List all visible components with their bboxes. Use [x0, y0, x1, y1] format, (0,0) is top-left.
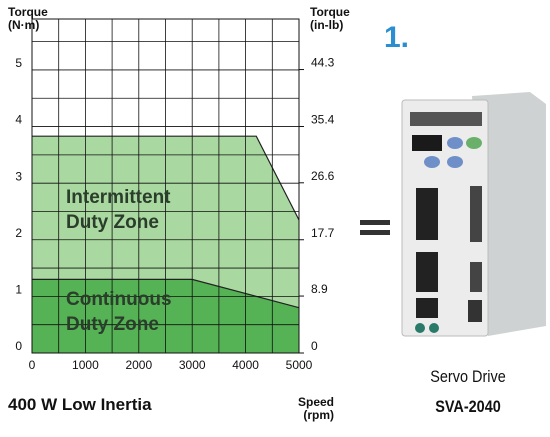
servo-drive-image	[401, 92, 546, 337]
x-tick-label: 0	[29, 358, 36, 372]
y2-tick-label: 0	[311, 339, 318, 353]
product-model: SVA-2040	[435, 397, 501, 416]
y-tick-label: 4	[15, 113, 22, 127]
x-tick-label: 3000	[179, 358, 206, 372]
area-edge	[32, 135, 300, 221]
x-tick-label: 5000	[286, 358, 313, 372]
x-axis-label: Speed (rpm)	[297, 395, 334, 422]
equals-sign	[360, 230, 390, 235]
y-tick-label: 5	[15, 56, 22, 70]
x-tick-label: 1000	[72, 358, 99, 372]
y2-axis-label: Torque (in-lb)	[310, 5, 350, 32]
zone-label: Intermittent Duty Zone	[66, 187, 171, 233]
zone-label: Continuous Duty Zone	[66, 289, 172, 335]
y2-tick-label: 35.4	[311, 113, 335, 127]
step-number: 1.	[384, 21, 410, 54]
y-tick-label: 3	[15, 169, 22, 183]
product-name: Servo Drive	[430, 367, 506, 386]
chart-title: 400 W Low Inertia	[8, 395, 152, 414]
x-tick-label: 4000	[232, 358, 259, 372]
plot-frame	[31, 18, 300, 354]
y2-tick-label: 26.6	[311, 169, 335, 183]
y2-tick-label: 44.3	[311, 56, 335, 70]
y-tick-label: 2	[15, 226, 22, 240]
y-tick-label: 1	[15, 283, 22, 297]
equals-sign	[360, 220, 390, 225]
y2-tick-label: 8.9	[311, 282, 328, 296]
y-axis-label: Torque (N·m)	[8, 5, 48, 32]
y2-tick-label: 17.7	[311, 226, 335, 240]
y-tick-label: 0	[15, 339, 22, 353]
x-tick-label: 2000	[125, 358, 152, 372]
